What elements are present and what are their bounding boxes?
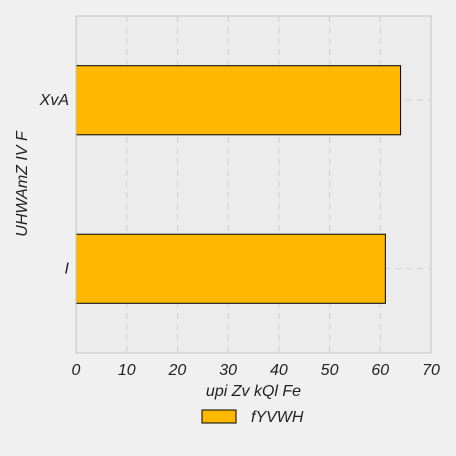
x-tick-label: 40: [270, 362, 288, 379]
x-tick-label: 20: [168, 362, 187, 379]
legend-swatch: [201, 409, 237, 424]
x-tick-label: 70: [422, 362, 440, 379]
y-tick-labels: I XvA: [39, 92, 70, 278]
x-tick-labels: 0 10 20 30 40 50 60 70: [72, 362, 440, 379]
y-tick-label: XvA: [39, 92, 69, 109]
legend: fYVWH: [201, 409, 304, 426]
x-tick-label: 30: [219, 362, 237, 379]
bars: [75, 65, 402, 304]
x-tick-label: 10: [118, 362, 136, 379]
legend-label: fYVWH: [251, 409, 304, 426]
plot-frame: [75, 15, 432, 354]
x-tick-label: 60: [371, 362, 389, 379]
x-axis-label: upi Zv kQl Fe: [206, 383, 301, 400]
y-axis-label: UHWAmZ IV F: [14, 130, 31, 237]
x-tick-label: 0: [72, 362, 81, 379]
y-tick-label: I: [65, 260, 70, 277]
bar-XvA: [75, 65, 402, 136]
x-tick-label: 50: [321, 362, 339, 379]
bar-I: [75, 233, 386, 304]
